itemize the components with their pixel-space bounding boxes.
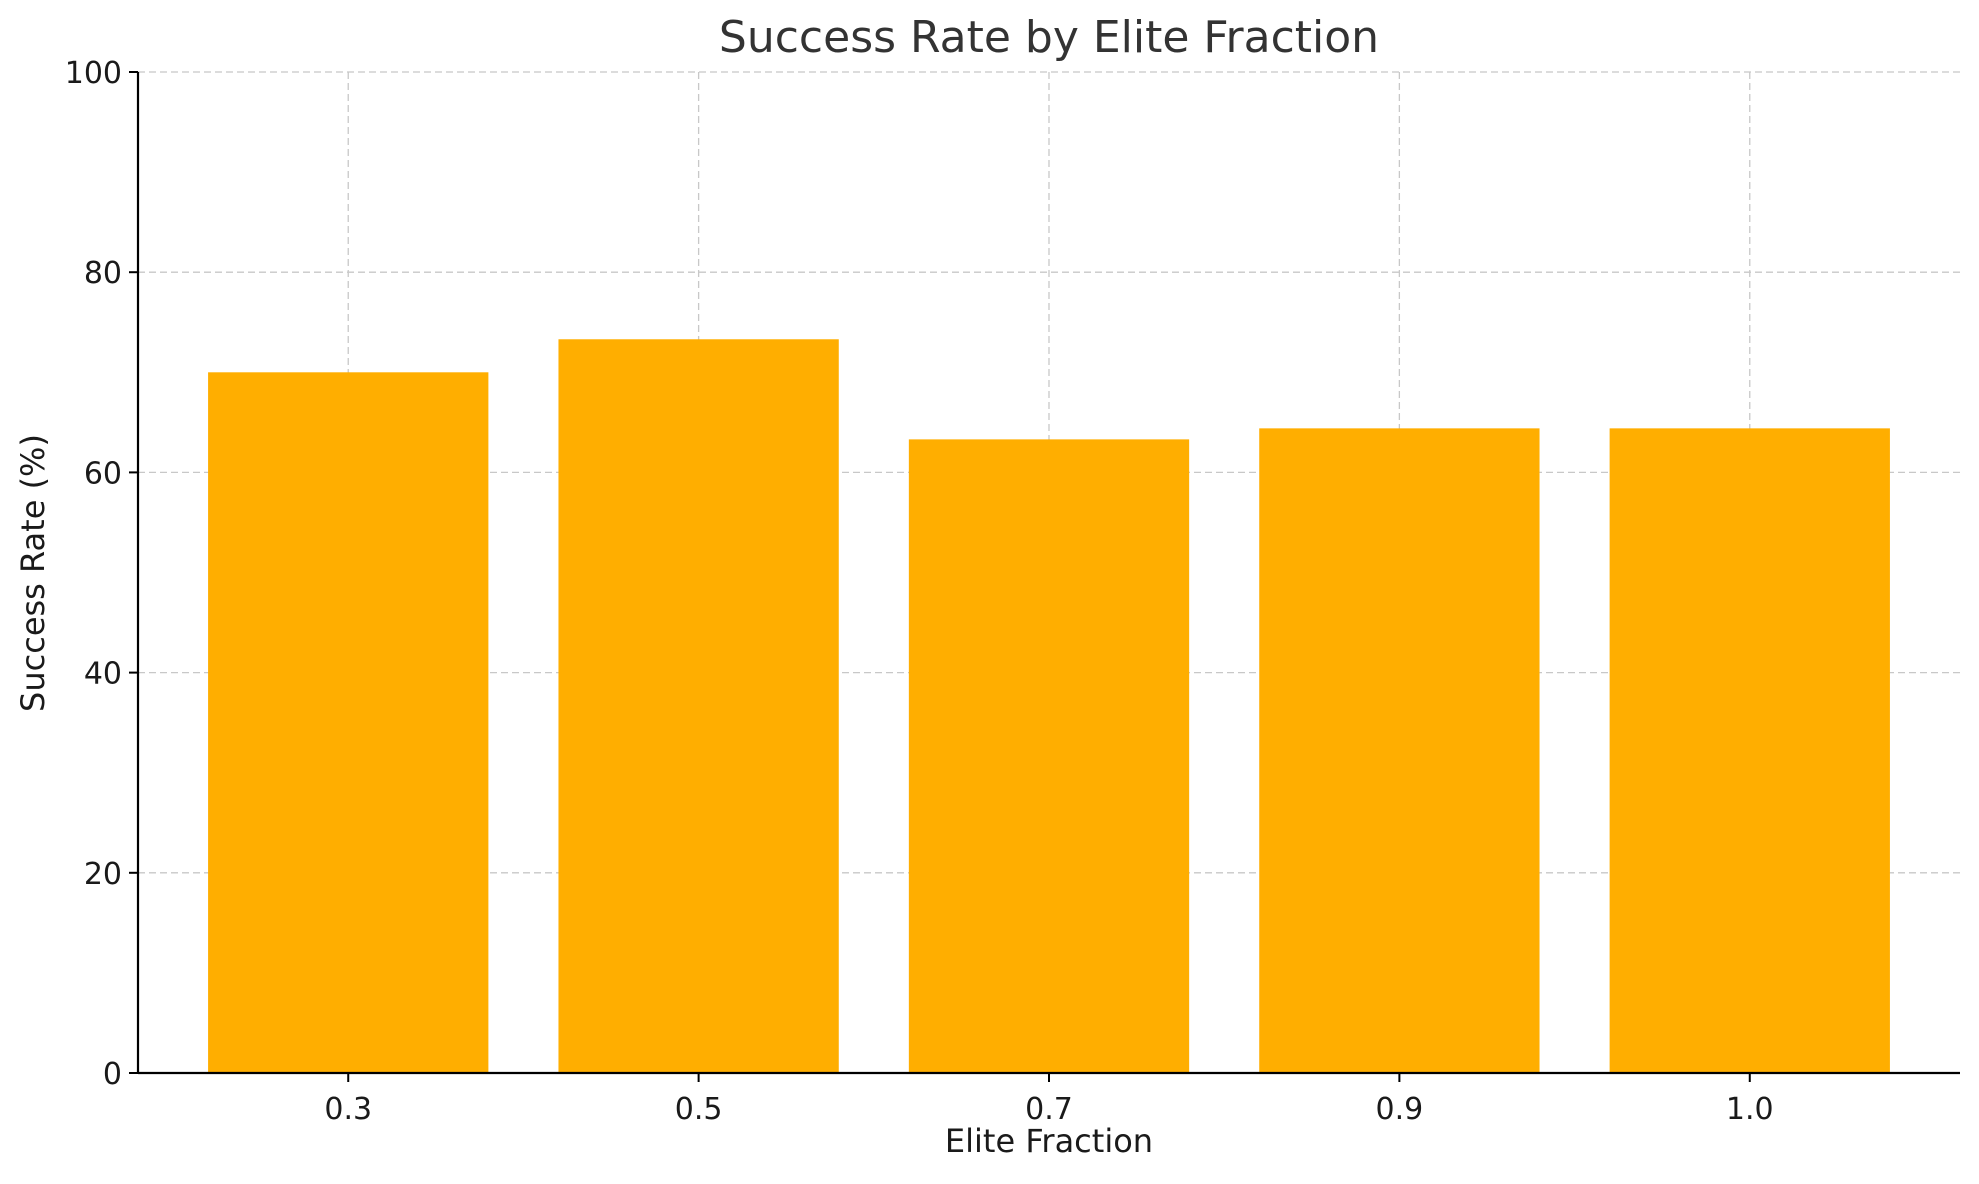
x-axis-label: Elite Fraction <box>945 1122 1153 1160</box>
bar-0.5 <box>558 339 839 1074</box>
y-tick-label: 80 <box>84 256 122 291</box>
x-tick-label: 0.3 <box>324 1092 372 1127</box>
bar-0.9 <box>1259 428 1540 1074</box>
x-axis-ticks: 0.3 0.5 0.7 0.9 1.0 <box>324 1073 1774 1127</box>
y-axis-label: Success Rate (%) <box>14 434 52 712</box>
bar-0.3 <box>208 372 489 1073</box>
y-tick-label: 20 <box>84 857 122 892</box>
x-tick-label: 0.7 <box>1025 1092 1073 1127</box>
bar-1.0 <box>1609 428 1890 1074</box>
bar-0.7 <box>908 439 1190 1073</box>
bars <box>208 339 1890 1074</box>
y-axis-ticks: 0 20 40 60 80 100 <box>65 56 138 1092</box>
y-tick-label: 60 <box>84 456 122 491</box>
x-tick-label: 0.5 <box>675 1092 723 1127</box>
y-tick-label: 0 <box>103 1057 122 1092</box>
y-tick-label: 40 <box>84 657 122 692</box>
x-tick-label: 1.0 <box>1726 1092 1774 1127</box>
x-tick-label: 0.9 <box>1376 1092 1424 1127</box>
chart-title: Success Rate by Elite Fraction <box>719 12 1379 63</box>
y-tick-label: 100 <box>65 56 122 91</box>
